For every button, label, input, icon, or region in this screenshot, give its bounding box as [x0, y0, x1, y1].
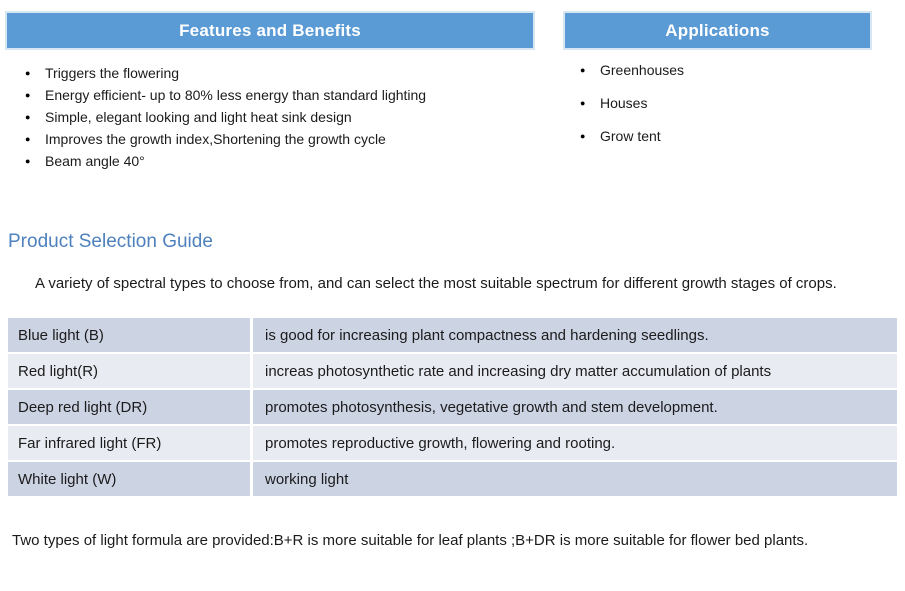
bullet-icon: ●: [25, 112, 31, 122]
features-list-item: ● Energy efficient- up to 80% less energ…: [25, 84, 525, 106]
bullet-icon: ●: [25, 134, 31, 144]
features-list-item-text: Energy efficient- up to 80% less energy …: [45, 87, 427, 103]
light-description-cell: working light: [253, 462, 897, 496]
table-row: Far infrared light (FR) promotes reprodu…: [8, 426, 897, 460]
features-list-item-text: Improves the growth index,Shortening the…: [45, 131, 386, 147]
light-type-cell: White light (W): [8, 462, 250, 496]
features-header-bar: Features and Benefits: [7, 13, 533, 48]
table-row: Deep red light (DR) promotes photosynthe…: [8, 390, 897, 424]
applications-list: ● Greenhouses ● Houses ● Grow tent: [580, 59, 880, 158]
bullet-icon: ●: [580, 98, 586, 108]
selection-table: Blue light (B) is good for increasing pl…: [8, 318, 897, 498]
applications-list-item-text: Grow tent: [600, 128, 661, 144]
bullet-icon: ●: [25, 156, 31, 166]
light-type-cell: Red light(R): [8, 354, 250, 388]
features-list-item-text: Triggers the flowering: [45, 65, 180, 81]
applications-list-item-text: Houses: [600, 95, 648, 111]
bullet-icon: ●: [25, 90, 31, 100]
light-type-cell: Blue light (B): [8, 318, 250, 352]
light-description-cell: promotes reproductive growth, flowering …: [253, 426, 897, 460]
table-row: White light (W) working light: [8, 462, 897, 496]
section-heading: Product Selection Guide: [8, 231, 213, 252]
features-list-item: ● Simple, elegant looking and light heat…: [25, 106, 525, 128]
intro-paragraph: A variety of spectral types to choose fr…: [35, 275, 837, 292]
applications-header-bar: Applications: [565, 13, 870, 48]
features-title: Features and Benefits: [179, 20, 361, 40]
applications-list-item-text: Greenhouses: [600, 62, 685, 78]
light-description-cell: is good for increasing plant compactness…: [253, 318, 897, 352]
light-description-cell: increas photosynthetic rate and increasi…: [253, 354, 897, 388]
applications-list-item: ● Greenhouses: [580, 59, 880, 81]
bullet-icon: ●: [580, 131, 586, 141]
features-list-item-text: Simple, elegant looking and light heat s…: [45, 109, 352, 125]
light-description-cell: promotes photosynthesis, vegetative grow…: [253, 390, 897, 424]
bullet-icon: ●: [25, 68, 31, 78]
bullet-icon: ●: [580, 65, 586, 75]
features-list-item-text: Beam angle 40°: [45, 153, 145, 169]
features-list-item: ● Triggers the flowering: [25, 62, 525, 84]
applications-title: Applications: [665, 20, 770, 40]
features-list-item: ● Beam angle 40°: [25, 150, 525, 172]
footer-note: Two types of light formula are provided:…: [12, 532, 809, 549]
features-list: ● Triggers the flowering ● Energy effici…: [25, 62, 525, 172]
table-row: Blue light (B) is good for increasing pl…: [8, 318, 897, 352]
applications-list-item: ● Houses: [580, 92, 880, 114]
table-row: Red light(R) increas photosynthetic rate…: [8, 354, 897, 388]
light-type-cell: Deep red light (DR): [8, 390, 250, 424]
light-type-cell: Far infrared light (FR): [8, 426, 250, 460]
features-list-item: ● Improves the growth index,Shortening t…: [25, 128, 525, 150]
applications-list-item: ● Grow tent: [580, 125, 880, 147]
